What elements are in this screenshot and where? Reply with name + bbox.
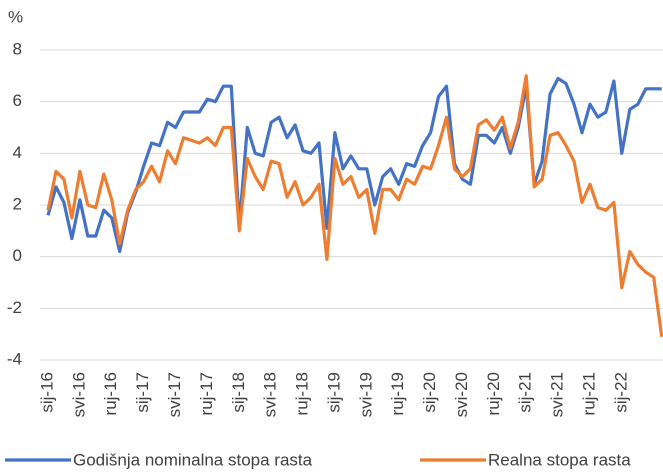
x-tick-label: sij-17	[133, 372, 152, 413]
y-tick-label: 0	[13, 246, 22, 265]
x-tick-label: sij-22	[611, 372, 630, 413]
y-axis-label: %	[8, 7, 23, 26]
line-series	[46, 74, 663, 338]
x-tick-label: svi-19	[356, 372, 375, 417]
x-tick-label: svi-16	[69, 372, 88, 417]
x-tick-label: ruj-21	[579, 372, 598, 415]
x-tick-label: ruj-17	[197, 372, 216, 415]
legend-label: Godišnja nominalna stopa rasta	[73, 450, 313, 469]
y-tick-label: 4	[13, 143, 22, 162]
y-tick-label: 2	[13, 194, 22, 213]
x-tick-label: ruj-16	[101, 372, 120, 415]
x-tick-label: sij-19	[324, 372, 343, 413]
x-tick-label: svi-18	[261, 372, 280, 417]
x-tick-label: ruj-19	[388, 372, 407, 415]
x-tick-label: sij-20	[420, 372, 439, 413]
x-tick-label: sij-18	[229, 372, 248, 413]
line-series	[46, 76, 662, 254]
y-tick-label: -4	[7, 349, 22, 368]
legend-label: Realna stopa rasta	[488, 450, 631, 469]
x-tick-label: sij-16	[37, 372, 56, 413]
x-tick-label: svi-21	[548, 372, 567, 417]
x-tick-label: ruj-20	[484, 372, 503, 415]
x-tick-label: svi-17	[165, 372, 184, 417]
x-tick-label: sij-21	[516, 372, 535, 413]
y-tick-label: 6	[13, 91, 22, 110]
x-tick-label: ruj-18	[293, 372, 312, 415]
y-tick-label: 8	[13, 39, 22, 58]
x-tick-label: svi-20	[452, 372, 471, 417]
y-tick-label: -2	[7, 298, 22, 317]
